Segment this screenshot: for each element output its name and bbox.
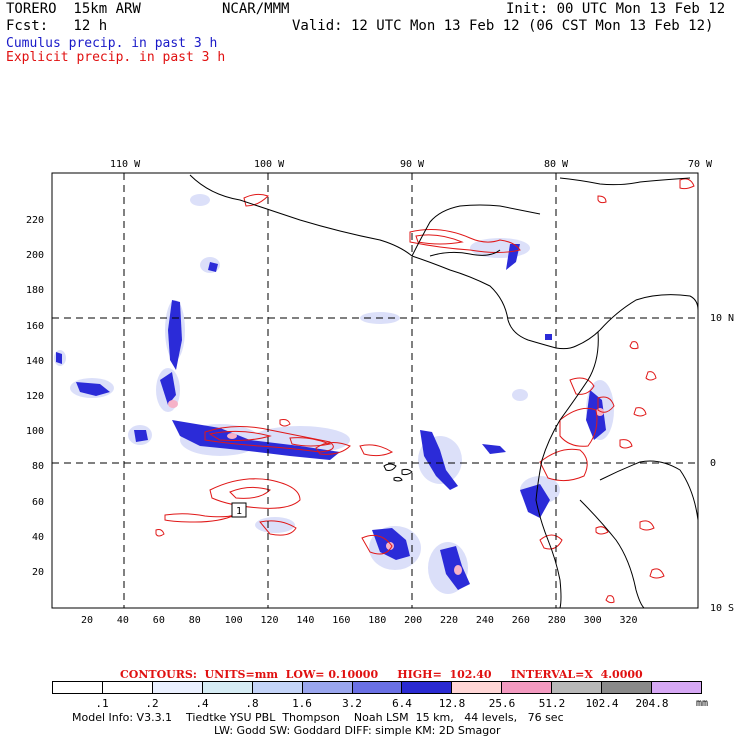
y-grid-index-80: 80 xyxy=(32,461,45,473)
colorbar-swatch xyxy=(53,682,103,693)
y-grid-index-40: 40 xyxy=(32,531,45,543)
x-grid-index-200: 200 xyxy=(404,615,423,626)
colorbar-swatch xyxy=(652,682,701,693)
x-grid-index-140: 140 xyxy=(296,615,315,626)
explicit-legend-line: Explicit precip. in past 3 h xyxy=(6,50,226,65)
colorbar-swatch xyxy=(552,682,603,693)
lon-label-100w: 100 W xyxy=(254,159,285,170)
colorbar-label: 25.6 xyxy=(488,697,516,710)
y-grid-index-20: 20 xyxy=(32,567,45,578)
colorbar-swatch xyxy=(102,682,153,693)
map-frame xyxy=(51,172,699,609)
colorbar-unit: mm xyxy=(696,698,709,709)
x-grid-index-60: 60 xyxy=(152,615,165,626)
colorbar-swatch xyxy=(602,682,653,693)
y-grid-index-160: 160 xyxy=(26,320,45,332)
colorbar xyxy=(52,681,702,694)
lat-label-10s: 10 S xyxy=(710,603,735,614)
colorbar-swatch xyxy=(152,682,203,693)
colorbar-label: 51.2 xyxy=(538,697,566,710)
lat-label-0: 0 xyxy=(710,458,717,469)
latlon-grid xyxy=(52,173,698,608)
x-grid-index-120: 120 xyxy=(260,615,279,626)
x-grid-index-220: 220 xyxy=(440,615,459,626)
y-grid-index-100: 100 xyxy=(26,426,45,438)
model-title: TORERO 15km ARW xyxy=(6,1,141,17)
coastlines xyxy=(189,174,699,609)
y-grid-index-200: 200 xyxy=(26,250,45,262)
valid-time: Valid: 12 UTC Mon 13 Feb 12 (06 CST Mon … xyxy=(292,18,714,34)
colorbar-label: 3.2 xyxy=(342,697,362,710)
colorbar-swatch xyxy=(502,682,553,693)
colorbar-label: 1.6 xyxy=(292,697,312,710)
x-grid-index-240: 240 xyxy=(475,615,494,626)
colorbar-label: 102.4 xyxy=(585,697,619,710)
colorbar-label: .4 xyxy=(195,697,209,710)
y-grid-index-220: 220 xyxy=(26,215,45,226)
x-grid-index-260: 260 xyxy=(511,615,530,626)
colorbar-swatch xyxy=(452,682,503,693)
forecast-hour: Fcst: 12 h xyxy=(6,18,108,34)
x-grid-index-280: 280 xyxy=(547,615,566,626)
colorbar-swatch xyxy=(402,682,453,693)
cumulus-legend-line: Cumulus precip. in past 3 h xyxy=(6,36,218,51)
colorbar-label: .1 xyxy=(95,697,109,710)
contours-info: CONTOURS: UNITS=mm LOW= 0.10000 HIGH= 10… xyxy=(120,668,643,681)
colorbar-label: 6.4 xyxy=(392,697,412,710)
x-grid-index-160: 160 xyxy=(332,615,351,626)
y-grid-index-180: 180 xyxy=(26,285,45,297)
colorbar-swatch xyxy=(202,682,253,693)
colorbar-label: 204.8 xyxy=(635,697,669,710)
lon-label-80w: 80 W xyxy=(544,159,569,170)
colorbar-swatch xyxy=(352,682,403,693)
physics-info-line: LW: Godd SW: Goddard DIFF: simple KM: 2D… xyxy=(214,724,501,737)
init-time: Init: 00 UTC Mon 13 Feb 12 xyxy=(506,1,726,17)
x-grid-index-320: 320 xyxy=(619,615,638,626)
max-marker-box xyxy=(231,502,247,518)
y-grid-index-60: 60 xyxy=(32,496,45,508)
x-grid-index-180: 180 xyxy=(368,615,387,626)
x-grid-index-20: 20 xyxy=(81,615,94,626)
colorbar-swatch xyxy=(302,682,353,693)
y-grid-index-120: 120 xyxy=(26,391,45,402)
lat-label-10n: 10 N xyxy=(710,313,735,324)
x-grid-index-40: 40 xyxy=(116,615,129,626)
cumulus-precip-areas xyxy=(54,194,614,594)
model-info-line: Model Info: V3.3.1 Tiedtke YSU PBL Thomp… xyxy=(72,711,564,724)
explicit-precip-contours xyxy=(155,178,695,604)
lon-label-70w: 70 W xyxy=(688,159,713,170)
x-grid-index-300: 300 xyxy=(583,615,602,626)
colorbar-label: .2 xyxy=(145,697,159,710)
center-name: NCAR/MMM xyxy=(222,1,290,17)
x-grid-index-100: 100 xyxy=(224,615,243,626)
lon-label-110w: 110 W xyxy=(110,159,141,170)
lon-label-90w: 90 W xyxy=(400,159,425,170)
colorbar-label: .8 xyxy=(245,697,259,710)
x-grid-index-80: 80 xyxy=(188,615,201,626)
colorbar-label: 12.8 xyxy=(438,697,466,710)
max-marker-label: 1 xyxy=(236,506,242,517)
colorbar-swatch xyxy=(252,682,303,693)
y-grid-index-140: 140 xyxy=(26,355,45,367)
